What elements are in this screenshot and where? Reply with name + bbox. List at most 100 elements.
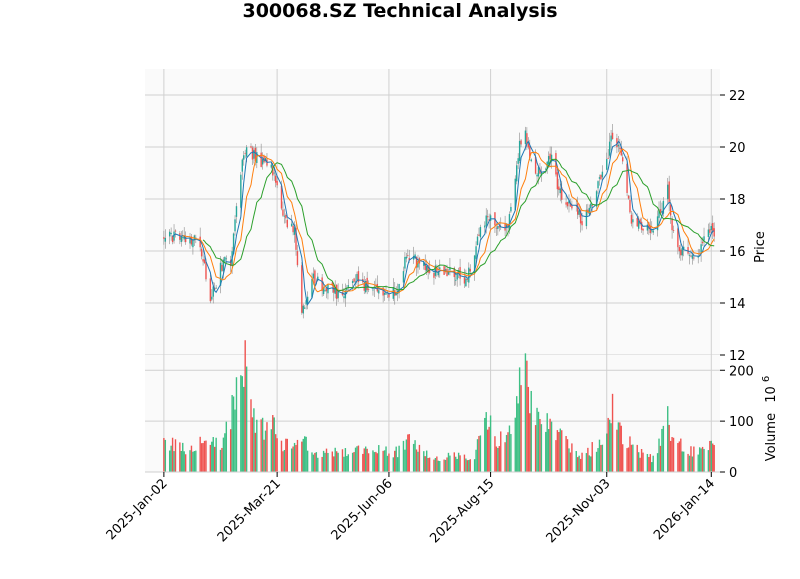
volume-bar bbox=[296, 439, 299, 472]
volume-bar bbox=[375, 451, 377, 472]
candle-down bbox=[639, 219, 641, 224]
volume-bar bbox=[365, 446, 367, 472]
candle-up bbox=[195, 237, 197, 239]
volume-bar bbox=[367, 453, 370, 472]
volume-bar bbox=[347, 454, 349, 472]
volume-bar bbox=[394, 450, 396, 472]
x-tick-label: 2025-Jan-02 bbox=[104, 476, 171, 543]
volume-bar bbox=[434, 457, 437, 472]
volume-bar bbox=[173, 451, 175, 472]
candle-down bbox=[529, 145, 531, 159]
volume-bar bbox=[266, 422, 268, 472]
volume-bar bbox=[588, 455, 591, 472]
candle-down bbox=[611, 132, 614, 140]
volume-bar bbox=[396, 457, 399, 472]
candle-down bbox=[229, 259, 232, 267]
volume-bar bbox=[171, 437, 174, 472]
volume-axis-unit-base: 10 bbox=[764, 386, 779, 403]
candle-down bbox=[202, 259, 204, 262]
volume-bar bbox=[439, 461, 441, 472]
price-tick-label: 22 bbox=[729, 89, 746, 104]
volume-bar bbox=[610, 423, 612, 472]
candle-down bbox=[276, 180, 278, 186]
volume-bar bbox=[606, 433, 608, 472]
candle-down bbox=[388, 293, 390, 298]
volume-bar bbox=[232, 396, 235, 472]
volume-bar bbox=[667, 406, 669, 472]
candle-down bbox=[640, 221, 643, 230]
volume-bar bbox=[199, 436, 201, 472]
candle-down bbox=[549, 153, 551, 160]
candle-down bbox=[427, 265, 429, 273]
x-tick-label: 2025-Aug-15 bbox=[427, 476, 497, 546]
volume-bar bbox=[595, 451, 598, 472]
volume-bar bbox=[209, 444, 212, 472]
candle-up bbox=[545, 168, 547, 170]
candle-down bbox=[190, 236, 193, 245]
candle-up bbox=[598, 177, 601, 179]
volume-bar bbox=[587, 447, 589, 472]
candle-down bbox=[671, 218, 673, 231]
candle-down bbox=[363, 282, 365, 291]
candle-up bbox=[270, 164, 273, 168]
volume-bar bbox=[652, 455, 654, 472]
volume-bar bbox=[241, 376, 243, 472]
volume-bar bbox=[286, 438, 288, 472]
volume-bar bbox=[691, 456, 694, 472]
volume-bar bbox=[346, 456, 348, 472]
candle-up bbox=[475, 246, 477, 259]
volume-bar bbox=[343, 456, 345, 472]
volume-bar bbox=[183, 451, 185, 472]
candle-up bbox=[306, 296, 309, 304]
volume-bar bbox=[415, 449, 418, 472]
volume-axis-label-text: Volume bbox=[764, 413, 779, 461]
volume-bar bbox=[469, 459, 471, 472]
volume-bar bbox=[433, 459, 435, 472]
candle-up bbox=[261, 159, 264, 165]
volume-bar bbox=[174, 439, 177, 472]
candle-up bbox=[682, 246, 685, 250]
candle-up bbox=[322, 287, 325, 295]
volume-bar bbox=[376, 453, 379, 472]
candle-up bbox=[273, 172, 275, 174]
volume-bar bbox=[479, 435, 482, 472]
candle-down bbox=[693, 257, 695, 259]
volume-bar bbox=[253, 408, 255, 472]
candle-up bbox=[688, 255, 691, 257]
candle-down bbox=[507, 223, 509, 228]
volume-bar bbox=[555, 440, 557, 472]
volume-bar bbox=[476, 439, 479, 472]
candle-up bbox=[568, 200, 570, 204]
candle-up bbox=[652, 230, 654, 233]
candle-up bbox=[617, 144, 620, 147]
candle-down bbox=[709, 229, 711, 233]
volume-bar bbox=[436, 456, 438, 472]
candle-down bbox=[415, 256, 418, 268]
volume-bar bbox=[333, 456, 335, 472]
volume-bar bbox=[579, 458, 582, 472]
volume-bar bbox=[231, 395, 233, 472]
volume-bar bbox=[243, 386, 245, 472]
volume-bar bbox=[385, 446, 387, 472]
volume-bar bbox=[321, 456, 323, 472]
volume-bar bbox=[285, 438, 287, 472]
volume-bar bbox=[585, 453, 588, 472]
candle-up bbox=[514, 178, 516, 210]
candle-down bbox=[687, 247, 689, 254]
volume-bar bbox=[168, 450, 171, 472]
price-y-ticks: 12 14 16 18 20 22 bbox=[720, 89, 746, 364]
volume-bar bbox=[222, 437, 225, 472]
volume-bars bbox=[163, 340, 715, 472]
candle-up bbox=[219, 262, 222, 286]
volume-bar bbox=[495, 446, 498, 472]
volume-bar bbox=[407, 434, 409, 472]
candle-up bbox=[405, 256, 408, 259]
candle-down bbox=[622, 157, 624, 162]
volume-bar bbox=[382, 450, 384, 472]
candle-up bbox=[710, 225, 712, 231]
volume-bar bbox=[362, 453, 364, 472]
volume-bar bbox=[417, 451, 419, 472]
candle-up bbox=[305, 300, 307, 305]
volume-bar bbox=[244, 340, 246, 472]
